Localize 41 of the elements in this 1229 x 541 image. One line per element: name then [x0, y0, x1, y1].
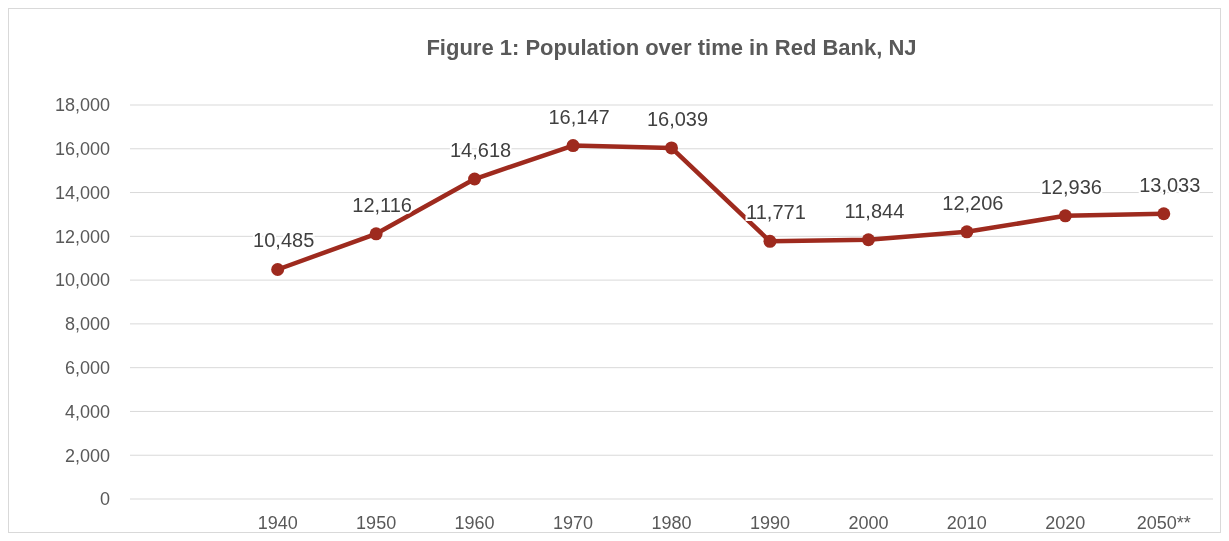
- x-tick-label: 2000: [848, 513, 889, 533]
- point: [763, 234, 777, 248]
- x-tick-label: 2010: [946, 513, 987, 533]
- point: [271, 263, 285, 276]
- data-label: 12,936: [1040, 175, 1102, 198]
- x-tick-label: 2050**: [1136, 513, 1191, 533]
- data-label: 11,771: [746, 201, 806, 224]
- x-tick-label: 1940: [257, 513, 298, 533]
- x-tick-label: 1980: [651, 513, 692, 533]
- y-tick-label: 8,000: [64, 314, 110, 335]
- data-label: 14,618: [450, 139, 512, 162]
- point: [369, 227, 383, 241]
- x-tick-label: 1960: [454, 513, 495, 533]
- y-tick-label: 0: [99, 489, 110, 510]
- x-tick-label: 1950: [356, 513, 397, 533]
- y-tick-label: 14,000: [54, 182, 110, 203]
- y-tick-label: 18,000: [54, 95, 110, 116]
- data-label: 16,147: [548, 105, 610, 128]
- x-tick-label: 1990: [749, 513, 790, 533]
- point: [861, 233, 875, 247]
- point: [1058, 209, 1072, 223]
- point: [1157, 207, 1171, 221]
- data-label: 12,116: [352, 193, 412, 216]
- point: [665, 141, 678, 155]
- y-tick-label: 10,000: [54, 270, 110, 291]
- chart-title: Figure 1: Population over time in Red Bank, NJ: [426, 35, 917, 60]
- data-label: 12,206: [942, 191, 1004, 214]
- y-tick-label: 2,000: [64, 445, 110, 466]
- y-tick-label: 16,000: [54, 139, 110, 160]
- data-label: 10,485: [253, 229, 315, 252]
- y-tick-label: 12,000: [54, 226, 110, 247]
- y-tick-label: 4,000: [64, 401, 110, 422]
- point: [468, 172, 482, 186]
- data-label: 13,033: [1139, 173, 1201, 196]
- y-tick-label: 6,000: [64, 357, 110, 378]
- point: [960, 225, 974, 239]
- data-label: 16,039: [646, 107, 709, 130]
- data-label: 11,844: [844, 199, 905, 222]
- point: [566, 139, 580, 153]
- x-tick-label: 2020: [1045, 513, 1086, 533]
- x-tick-label: 1970: [553, 513, 594, 533]
